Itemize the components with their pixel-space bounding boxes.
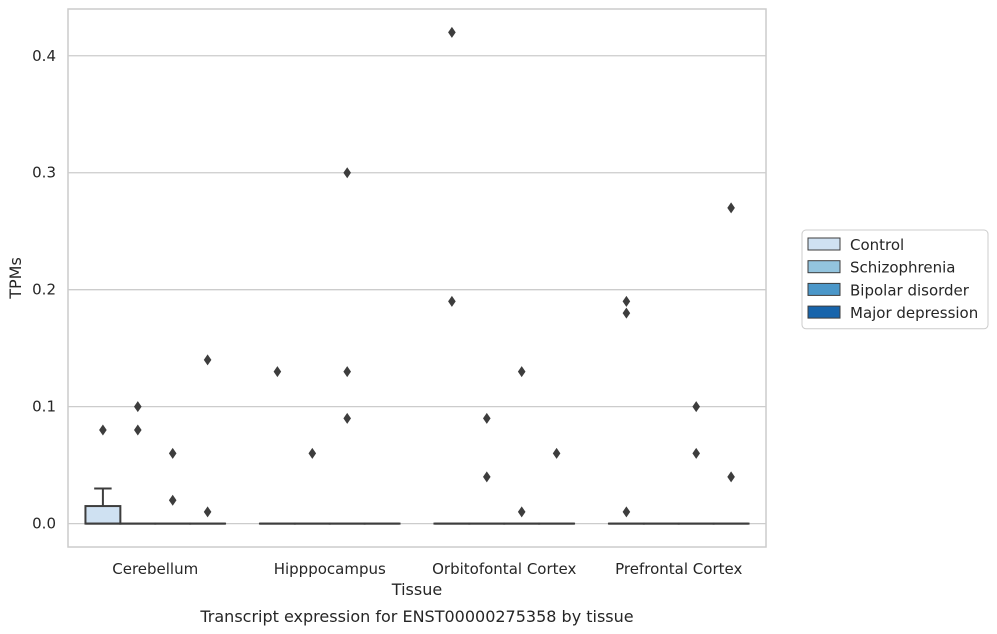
x-tick-label: Orbitofontal Cortex [432,560,576,578]
x-axis-ticks: Cerebellum Hipppocampus Orbitofontal Corte… [112,560,742,578]
legend-swatch [807,260,841,274]
legend-frame [801,229,989,330]
outlier-point [134,401,142,413]
outlier-point [448,295,456,307]
plot-area [84,26,750,525]
x-tick-label: Prefrontal Cortex [615,560,742,578]
y-tick-label: 0.0 [32,515,56,533]
box-control [84,505,122,525]
y-axis-ticks: 0.0 0.1 0.2 0.3 0.4 [32,47,56,533]
outlier-point [134,424,142,436]
y-tick-label: 0.4 [32,47,56,65]
outlier-point [343,366,351,378]
outlier-point [308,447,317,459]
outlier-point [343,167,351,179]
outlier-point [168,494,177,506]
outlier-point [622,307,631,319]
outlier-point [343,412,351,424]
outlier-point [517,506,526,518]
outlier-point [517,366,526,378]
legend-swatch [807,237,841,251]
legend-label: Bipolar disorder [850,281,970,299]
x-axis-label: Tissue [391,580,442,599]
outlier-point [622,295,631,307]
outlier-point [168,447,177,459]
outlier-point [727,471,735,483]
legend-label: Control [850,236,904,254]
outlier-point [448,26,456,38]
legend-swatch [807,282,841,296]
y-tick-label: 0.3 [32,164,56,182]
outlier-point [692,401,700,413]
outlier-point [692,447,700,459]
outlier-point [727,202,735,214]
outlier-point [203,354,212,366]
chart-caption: Transcript expression for ENST0000027535… [199,607,633,626]
legend-swatch [807,305,841,319]
y-axis-label: TPMs [6,257,25,300]
outlier-point [483,412,491,424]
outlier-point [203,506,212,518]
outlier-point [483,471,491,483]
x-tick-label: Cerebellum [112,560,198,578]
y-tick-label: 0.1 [32,398,56,416]
legend-label: Major depression [850,304,978,322]
x-tick-label: Hipppocampus [274,560,386,578]
legend: Control Schizophrenia Bipolar disorder Majo… [801,229,989,330]
plot-frame [67,8,767,548]
outlier-point [273,366,282,378]
y-tick-label: 0.2 [32,281,56,299]
outlier-point [622,506,631,518]
outlier-point [99,424,107,436]
outlier-point [552,447,561,459]
legend-label: Schizophrenia [850,259,955,277]
